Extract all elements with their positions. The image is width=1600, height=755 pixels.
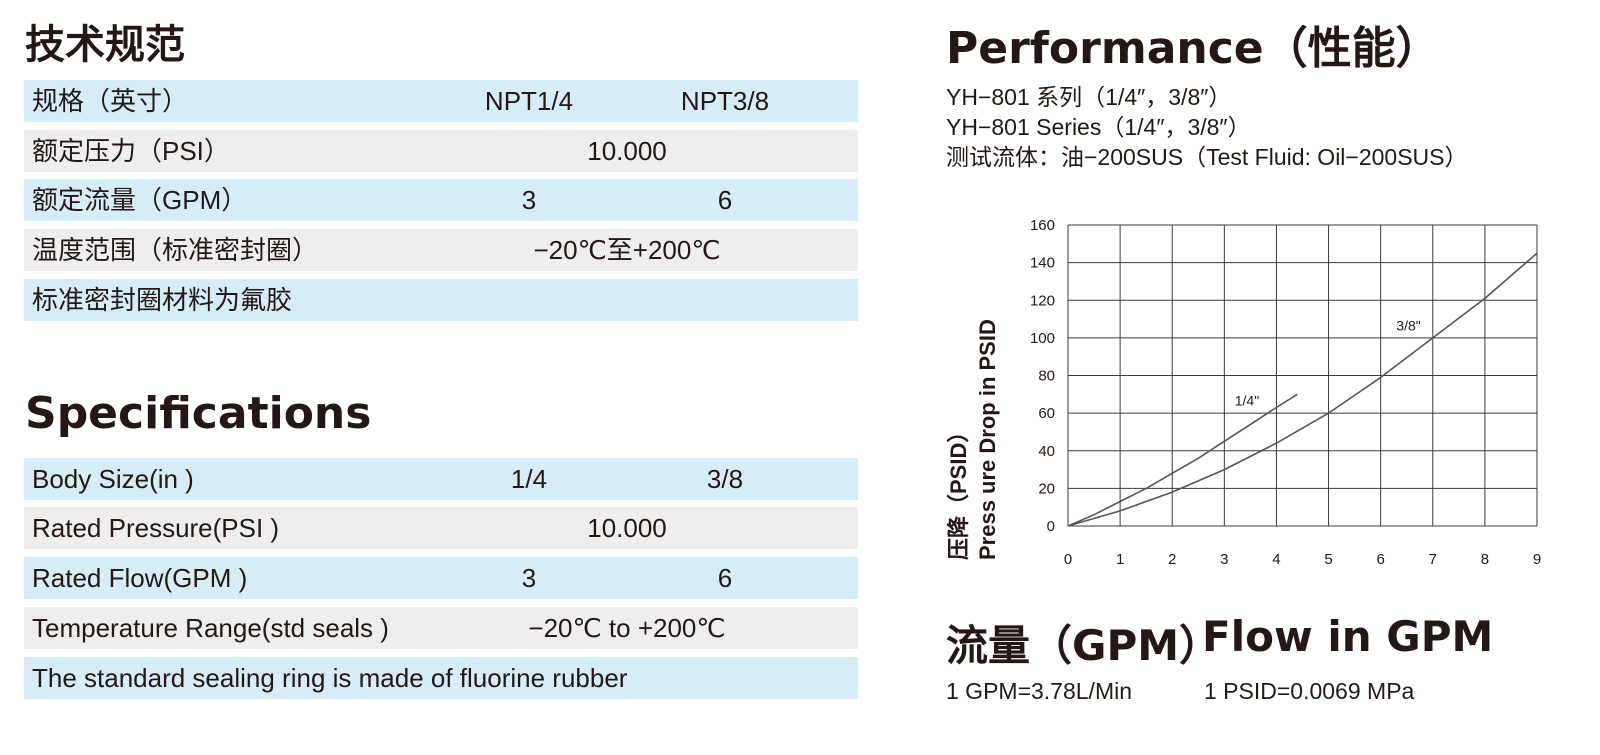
row-label: Rated Pressure(PSI ): [32, 513, 280, 543]
y-tick-label: 140: [1030, 255, 1055, 272]
x-tick-label: 9: [1533, 551, 1541, 568]
cn-row-size: 规格（英寸） NPT1/4 NPT3/8: [24, 80, 858, 122]
y-tick-label: 160: [1030, 217, 1055, 234]
row-value-merged: −20℃至+200℃: [533, 235, 721, 265]
flow-label-cn: 流量（GPM）: [946, 621, 1222, 670]
y-tick-label: 60: [1038, 405, 1055, 422]
row-label: Temperature Range(std seals ): [32, 613, 389, 643]
en-spec-title: Specifications: [25, 388, 372, 439]
y-tick-label: 20: [1038, 480, 1055, 497]
x-tick-label: 4: [1272, 551, 1280, 568]
en-row-temperature: Temperature Range(std seals ) −20℃ to +2…: [24, 607, 858, 649]
x-tick-label: 3: [1220, 551, 1228, 568]
en-row-flow: Rated Flow(GPM ) 3 6: [24, 557, 858, 599]
y-tick-label: 0: [1047, 518, 1055, 535]
performance-series-cn: YH−801 系列（1/4″，3/8″）: [946, 84, 1232, 110]
row-value-merged: 10.000: [587, 136, 667, 166]
row-value-1: 3: [521, 185, 537, 215]
cn-spec-title: 技术规范: [25, 22, 185, 68]
y-axis-label-cn: 压降（PSID）: [946, 421, 971, 560]
gpm-conversion: 1 GPM=3.78L/Min: [946, 678, 1133, 704]
y-tick-label: 40: [1038, 443, 1055, 460]
x-tick-label: 0: [1064, 551, 1072, 568]
x-tick-label: 8: [1481, 551, 1489, 568]
x-tick-label: 1: [1116, 551, 1124, 568]
x-tick-label: 6: [1376, 551, 1384, 568]
row-value-2: 3/8: [706, 464, 744, 494]
x-tick-label: 5: [1324, 551, 1332, 568]
row-label: 额定压力（PSI）: [32, 136, 230, 166]
row-value-2: 6: [717, 563, 733, 593]
performance-title: Performance（性能）: [946, 23, 1440, 74]
row-label: Body Size(in ): [32, 464, 194, 494]
y-tick-label: 80: [1038, 368, 1055, 385]
x-tick-label: 2: [1168, 551, 1176, 568]
performance-test-fluid: 测试流体：油−200SUS（Test Fluid: Oil−200SUS）: [946, 144, 1468, 170]
cn-row-seal-material: 标准密封圈材料为氟胶: [24, 279, 858, 321]
en-row-size: Body Size(in ) 1/4 3/8: [24, 458, 858, 500]
y-tick-label: 100: [1030, 330, 1055, 347]
series-line: [1067, 393, 1298, 527]
row-value-1: NPT1/4: [484, 86, 574, 116]
row-value-merged: −20℃ to +200℃: [528, 613, 726, 643]
row-value-merged: 10.000: [587, 513, 667, 543]
psid-conversion: 1 PSID=0.0069 MPa: [1204, 678, 1415, 704]
row-value-1: 3: [521, 563, 537, 593]
row-label: 额定流量（GPM）: [32, 185, 248, 215]
series-label: 3/8": [1396, 317, 1420, 333]
row-label: Rated Flow(GPM ): [32, 563, 248, 593]
row-value-1: 1/4: [510, 464, 548, 494]
row-label: The standard sealing ring is made of flu…: [32, 663, 628, 693]
cn-row-temperature: 温度范围（标准密封圈） −20℃至+200℃: [24, 229, 858, 271]
series-line: [1067, 252, 1538, 527]
cn-row-pressure: 额定压力（PSI） 10.000: [24, 130, 858, 172]
row-label: 温度范围（标准密封圈）: [32, 235, 319, 265]
row-label: 标准密封圈材料为氟胶: [32, 285, 293, 315]
row-value-2: NPT3/8: [680, 86, 770, 116]
pressure-drop-chart: 0 1 2 3 4 5 6 7 8 9 0 20 40 60 80 100 120 140 160 1/4" 3/8" 压…: [946, 217, 1541, 568]
flow-label-en: Flow in GPM: [1202, 612, 1494, 661]
row-value-2: 6: [717, 185, 733, 215]
cn-row-flow: 额定流量（GPM） 3 6: [24, 179, 858, 221]
en-row-pressure: Rated Pressure(PSI ) 10.000: [24, 507, 858, 549]
performance-series-en: YH−801 Series（1/4″，3/8″）: [946, 114, 1251, 140]
y-axis-label-en: Press ure Drop in PSID: [975, 319, 1000, 560]
series-label: 1/4": [1235, 393, 1259, 409]
x-tick-label: 7: [1429, 551, 1437, 568]
y-tick-label: 120: [1030, 292, 1055, 309]
row-label: 规格（英寸）: [32, 86, 189, 116]
en-row-seal-material: The standard sealing ring is made of flu…: [24, 657, 858, 699]
